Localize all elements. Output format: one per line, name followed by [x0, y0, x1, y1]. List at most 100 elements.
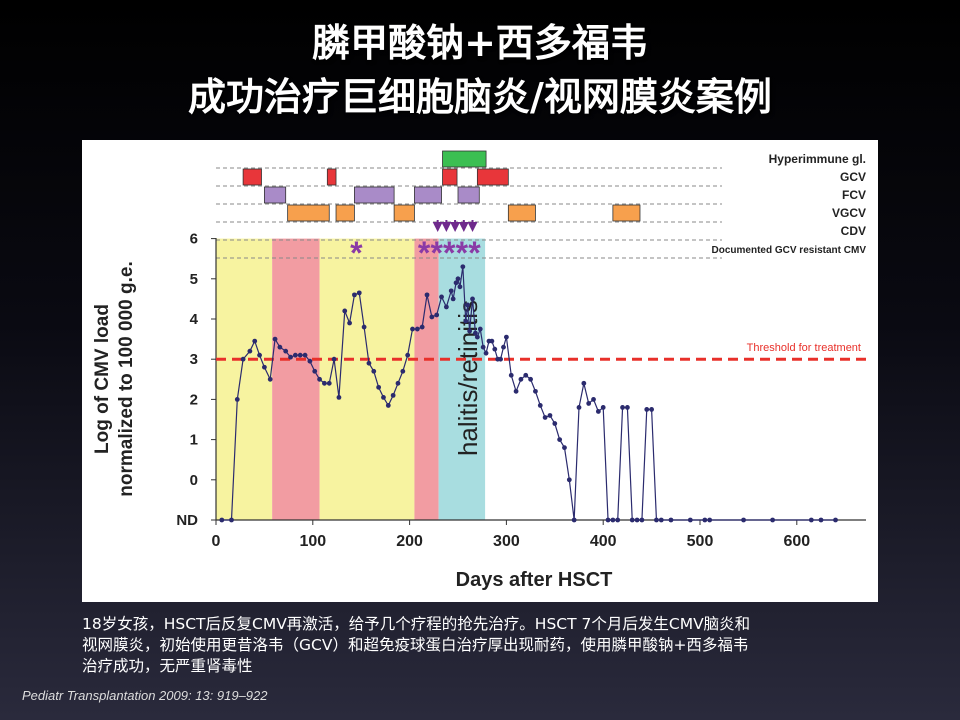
data-point-4 — [247, 348, 253, 354]
slide-title-line1: 膦甲酸钠+西多福韦 — [312, 21, 648, 65]
data-point-17 — [312, 368, 318, 374]
treatment-bar-3-3 — [507, 204, 536, 222]
caption-line2: 视网膜炎，初始使用更昔洛韦（GCV）和超免疫球蛋白治疗厚出现耐药，使用膦甲酸钠+… — [82, 636, 749, 654]
data-point-5 — [252, 338, 258, 344]
data-point-62 — [492, 346, 498, 352]
data-point-77 — [557, 437, 563, 442]
y-tick-label-5: 4 — [190, 311, 199, 328]
y-tick-label-2: 1 — [190, 432, 198, 449]
data-point-89 — [615, 517, 621, 523]
data-point-38 — [414, 326, 420, 332]
treatment-bar-0-0 — [442, 150, 487, 168]
data-point-51 — [463, 318, 469, 324]
treatment-row-label-3: VGCV — [832, 206, 866, 220]
data-point-70 — [523, 372, 529, 378]
shaded-period-0 — [216, 238, 273, 520]
data-point-15 — [302, 352, 308, 358]
data-point-41 — [429, 314, 435, 320]
data-point-40 — [424, 292, 430, 298]
data-point-47 — [453, 280, 459, 286]
data-point-74 — [542, 415, 548, 420]
data-point-42 — [434, 312, 440, 318]
y-axis-label-line1: Log of CMV load — [92, 304, 113, 454]
slide-title-line2: 成功治疗巨细胞脑炎/视网膜炎案例 — [188, 75, 772, 119]
data-point-92 — [629, 517, 635, 523]
data-point-7 — [262, 364, 267, 370]
treatment-bar-3-0 — [287, 204, 330, 222]
treatment-bar-2-3 — [457, 186, 480, 204]
data-point-0 — [219, 517, 225, 523]
data-point-9 — [272, 336, 278, 342]
data-point-30 — [376, 384, 382, 390]
treatment-bar-2-0 — [263, 186, 287, 204]
x-tick-label-2: 200 — [396, 533, 423, 550]
data-point-54 — [470, 296, 475, 302]
data-point-95 — [644, 407, 650, 412]
resistance-asterisk-2: * — [430, 235, 443, 271]
data-point-73 — [537, 403, 543, 408]
data-point-8 — [267, 376, 273, 382]
data-point-6 — [257, 352, 262, 358]
data-point-75 — [547, 413, 553, 418]
chart-panel: Hyperimmune gl. GCV FCV VGCV CDV Documented G… — [82, 140, 878, 602]
data-point-26 — [356, 290, 362, 296]
treatment-bar-3-1 — [335, 204, 355, 222]
data-point-100 — [687, 517, 693, 523]
data-point-69 — [518, 376, 524, 382]
data-point-39 — [419, 324, 425, 330]
data-point-61 — [489, 338, 495, 344]
data-point-37 — [410, 326, 415, 332]
resistance-arrow-2 — [450, 222, 461, 232]
data-point-11 — [283, 348, 289, 354]
data-point-44 — [443, 304, 449, 310]
data-point-28 — [366, 360, 372, 366]
data-point-85 — [595, 409, 601, 414]
data-point-81 — [576, 405, 582, 410]
treatment-bar-1-3 — [476, 168, 509, 186]
data-point-55 — [473, 330, 478, 336]
data-point-82 — [581, 380, 587, 386]
threshold-label: Threshold for treatment — [747, 342, 861, 354]
data-point-59 — [483, 350, 489, 356]
citation: Pediatr Transplantation 2009: 13: 919–92… — [22, 688, 268, 703]
data-point-10 — [277, 344, 283, 350]
x-tick-label-5: 500 — [687, 533, 714, 550]
y-tick-label-1: 0 — [190, 472, 198, 489]
resistance-asterisk-1: * — [418, 235, 431, 271]
treatment-bar-2-2 — [414, 186, 442, 204]
data-point-14 — [297, 352, 303, 358]
data-point-19 — [322, 380, 327, 386]
data-point-23 — [342, 308, 348, 314]
period-label: halitis/retinitis — [453, 300, 483, 456]
data-point-64 — [498, 356, 503, 362]
data-point-20 — [326, 380, 332, 386]
data-point-49 — [457, 284, 463, 290]
x-tick-label-4: 400 — [590, 533, 617, 550]
y-tick-label-6: 5 — [190, 271, 198, 288]
data-point-36 — [405, 352, 411, 358]
treatment-bar-3-2 — [393, 204, 415, 222]
data-point-84 — [591, 397, 596, 402]
data-point-22 — [336, 394, 342, 400]
treatment-row-label-4: CDV — [841, 224, 866, 238]
data-point-106 — [818, 517, 824, 523]
data-point-57 — [477, 326, 483, 332]
data-point-99 — [668, 517, 674, 523]
data-point-93 — [634, 517, 640, 523]
data-point-35 — [400, 368, 406, 374]
data-point-34 — [395, 380, 401, 386]
resistance-arrow-4 — [467, 222, 478, 232]
shaded-period-2 — [319, 238, 415, 520]
data-point-46 — [450, 296, 456, 302]
resistance-arrow-0 — [432, 222, 443, 232]
data-point-83 — [586, 401, 592, 406]
data-point-52 — [465, 302, 471, 308]
treatment-row-label-2: FCV — [842, 188, 866, 202]
case-caption: 18岁女孩，HSCT后反复CMV再激活，给予几个疗程的抢先治疗。HSCT 7个月… — [82, 614, 892, 677]
data-point-21 — [331, 356, 337, 362]
data-point-101 — [702, 517, 708, 523]
data-point-88 — [610, 517, 616, 523]
data-point-12 — [288, 354, 293, 360]
treatment-bar-1-1 — [326, 168, 337, 186]
data-point-43 — [439, 294, 444, 300]
